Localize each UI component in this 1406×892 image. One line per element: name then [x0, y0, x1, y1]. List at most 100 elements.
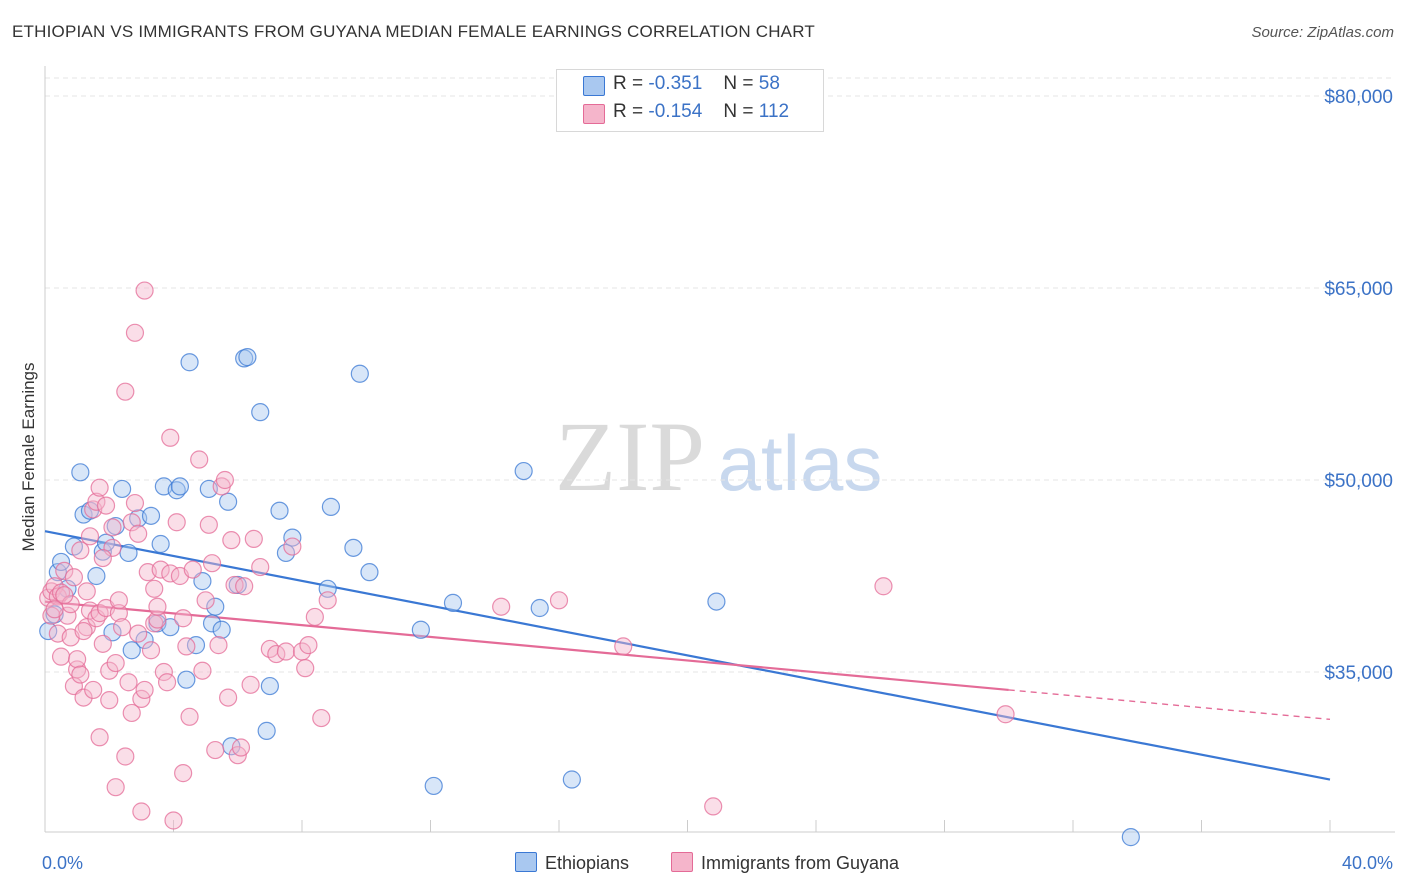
- data-points: [39, 281, 1140, 847]
- guyana-point: [164, 811, 183, 830]
- guyana-point: [996, 705, 1015, 724]
- ethiopian-point: [119, 543, 138, 563]
- guyana-point: [109, 604, 128, 623]
- legend-item-ethiopians[interactable]: Ethiopians: [515, 852, 629, 874]
- ethiopian-point: [321, 497, 341, 516]
- trend-lines: [44, 530, 1331, 781]
- watermark-atlas: atlas: [718, 419, 883, 507]
- guyana-point: [199, 515, 218, 534]
- guyana-point: [174, 764, 193, 783]
- guyana-point: [219, 688, 238, 707]
- guyana-point: [55, 561, 74, 580]
- guyana-point: [305, 607, 324, 627]
- blue-swatch: [583, 76, 605, 96]
- guyana-point: [51, 647, 71, 666]
- guyana-point: [93, 548, 112, 568]
- guyana-trend-line: [44, 600, 1009, 692]
- ethiopian-point: [530, 598, 549, 618]
- axes: [44, 66, 1395, 833]
- guyana-point: [71, 665, 90, 684]
- guyana-point: [112, 618, 132, 637]
- r-value: -0.351: [648, 73, 703, 94]
- n-label: N =: [723, 101, 754, 122]
- guyana-point: [154, 662, 173, 682]
- guyana-point: [161, 428, 180, 447]
- guyana-point: [74, 621, 93, 641]
- y-axis-title: Median Female Earnings: [19, 363, 38, 552]
- guyana-point: [145, 579, 164, 598]
- guyana-point: [244, 529, 263, 548]
- r-label: R =: [613, 101, 644, 122]
- ethiopian-point: [170, 477, 190, 496]
- ethiopian-point: [350, 364, 369, 383]
- ethiopian-trend-line: [44, 530, 1331, 781]
- guyana-point: [61, 595, 80, 614]
- x-tick-label: 0.0%: [42, 853, 83, 873]
- guyana-point: [276, 642, 296, 661]
- guyana-point: [231, 738, 251, 757]
- y-tick-label: $35,000: [1324, 663, 1393, 684]
- guyana-point: [68, 660, 87, 679]
- y-tick-label: $65,000: [1324, 279, 1393, 300]
- guyana-point: [283, 537, 302, 556]
- legend-swatch-blue: [515, 852, 537, 872]
- ethiopian-point: [87, 566, 106, 586]
- ethiopian-point: [707, 592, 726, 611]
- ethiopian-point: [122, 641, 141, 660]
- guyana-point: [132, 802, 151, 821]
- guyana-point: [96, 496, 116, 515]
- guyana-point: [116, 382, 135, 401]
- guyana-point: [251, 557, 270, 577]
- guyana-point: [109, 591, 128, 610]
- ethiopian-point: [514, 461, 533, 481]
- ethiopian-point: [1121, 828, 1140, 847]
- guyana-point: [193, 661, 212, 680]
- guyana-point: [106, 653, 125, 673]
- ethiopian-point: [212, 620, 231, 639]
- r-value: -0.154: [648, 101, 703, 122]
- guyana-point: [116, 747, 135, 766]
- guyana-point: [312, 708, 331, 728]
- y-tick-label: $50,000: [1324, 471, 1393, 492]
- guyana-point: [157, 673, 177, 692]
- ethiopian-point: [151, 534, 170, 554]
- guyana-point: [71, 541, 90, 560]
- ethiopian-point: [270, 501, 289, 520]
- guyana-point: [45, 600, 64, 619]
- guyana-point: [122, 703, 141, 723]
- guyana-point: [190, 450, 209, 469]
- guyana-point: [151, 560, 170, 579]
- stats-row-guyana: R = -0.154 N = 112: [557, 101, 823, 129]
- guyana-point: [874, 577, 893, 596]
- guyana-point: [100, 691, 119, 710]
- ethiopian-point: [562, 770, 581, 789]
- guyana-point: [299, 636, 318, 655]
- y-tick-labels: $35,000 $50,000 $65,000 $80,000: [1324, 87, 1393, 684]
- ethiopian-point: [251, 403, 270, 422]
- guyana-point: [87, 492, 106, 511]
- ethiopian-point: [360, 563, 379, 582]
- guyana-point: [549, 591, 569, 610]
- guyana-point: [206, 740, 225, 760]
- guyana-point: [84, 680, 103, 700]
- legend-label: Immigrants from Guyana: [701, 853, 900, 873]
- legend-swatch-pink: [671, 852, 693, 872]
- guyana-point: [93, 634, 112, 653]
- guyana-point: [106, 778, 125, 797]
- guyana-point: [215, 470, 234, 490]
- guyana-point: [74, 688, 93, 707]
- stats-row-ethiopians: R = -0.351 N = 58: [557, 73, 823, 101]
- legend-label: Ethiopians: [545, 853, 630, 873]
- guyana-point: [141, 641, 161, 660]
- ethiopian-point: [344, 538, 363, 557]
- legend-item-guyana[interactable]: Immigrants from Guyana: [671, 852, 899, 874]
- guyana-point: [77, 582, 96, 601]
- ethiopian-point: [257, 721, 276, 740]
- guyana-point: [135, 680, 154, 700]
- guyana-point: [125, 323, 145, 342]
- source-label: Source: ZipAtlas.com: [1251, 24, 1394, 41]
- r-label: R =: [613, 73, 644, 94]
- ethiopian-point: [112, 479, 132, 499]
- ethiopian-point: [443, 593, 463, 612]
